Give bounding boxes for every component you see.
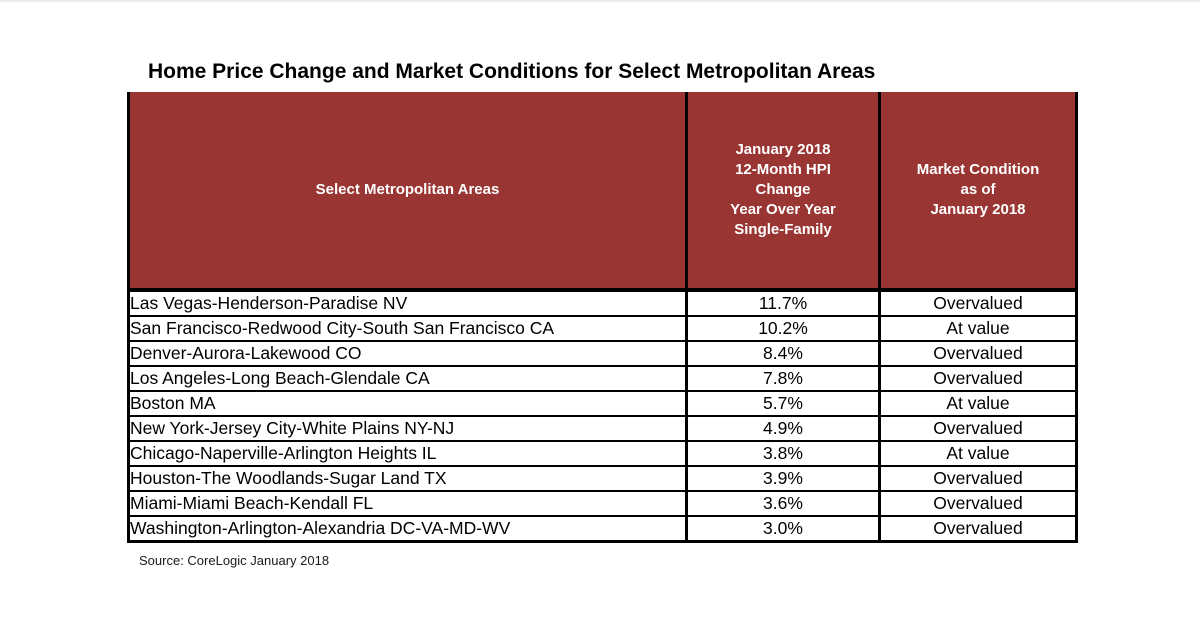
column-header-line: 12-Month HPI — [735, 161, 831, 178]
metro-cell: Chicago-Naperville-Arlington Heights IL — [128, 440, 687, 466]
metro-cell: Miami-Miami Beach-Kendall FL — [128, 490, 687, 516]
metro-cell: Washington-Arlington-Alexandria DC-VA-MD… — [128, 515, 687, 542]
column-header-line: Year Over Year — [730, 201, 836, 218]
hpi-change-cell: 5.7% — [685, 390, 880, 416]
market-condition-cell: Overvalued — [878, 515, 1077, 542]
metro-cell: Houston-The Woodlands-Sugar Land TX — [128, 465, 687, 491]
header-row: Select Metropolitan Areas January 2018 1… — [128, 92, 1077, 292]
market-condition-cell: Overvalued — [878, 465, 1077, 491]
table-row: New York-Jersey City-White Plains NY-NJ … — [128, 415, 1077, 441]
table-row: Boston MA 5.7% At value — [128, 390, 1077, 416]
table-row: Las Vegas-Henderson-Paradise NV 11.7% Ov… — [128, 290, 1077, 316]
metro-cell: San Francisco-Redwood City-South San Fra… — [128, 315, 687, 341]
metro-cell: Los Angeles-Long Beach-Glendale CA — [128, 365, 687, 391]
market-condition-cell: Overvalued — [878, 415, 1077, 441]
column-header-line: January 2018 — [930, 201, 1026, 218]
hpi-change-cell: 11.7% — [685, 290, 880, 316]
table-row: Houston-The Woodlands-Sugar Land TX 3.9%… — [128, 465, 1077, 491]
table-body: Las Vegas-Henderson-Paradise NV 11.7% Ov… — [128, 290, 1077, 542]
market-condition-cell: Overvalued — [878, 365, 1077, 391]
table-row: Miami-Miami Beach-Kendall FL 3.6% Overva… — [128, 490, 1077, 516]
hpi-change-cell: 3.6% — [685, 490, 880, 516]
market-condition-cell: At value — [878, 440, 1077, 466]
market-condition-cell: Overvalued — [878, 290, 1077, 316]
column-header-line: Change — [755, 181, 811, 198]
column-header-line: January 2018 — [735, 141, 831, 158]
table-row: Denver-Aurora-Lakewood CO 8.4% Overvalue… — [128, 340, 1077, 366]
column-header-line: Select Metropolitan Areas — [315, 181, 500, 198]
hpi-change-cell: 3.0% — [685, 515, 880, 542]
column-header-hpi-change: January 2018 12-Month HPI Change Year Ov… — [685, 92, 880, 292]
metro-cell: Las Vegas-Henderson-Paradise NV — [128, 290, 687, 316]
market-condition-cell: Overvalued — [878, 490, 1077, 516]
hpi-change-cell: 4.9% — [685, 415, 880, 441]
metro-hpi-table: Select Metropolitan Areas January 2018 1… — [127, 92, 1078, 543]
column-header-line: Single-Family — [734, 221, 832, 238]
table-row: Los Angeles-Long Beach-Glendale CA 7.8% … — [128, 365, 1077, 391]
table-header: Select Metropolitan Areas January 2018 1… — [128, 92, 1077, 292]
table-row: San Francisco-Redwood City-South San Fra… — [128, 315, 1077, 341]
column-header-metro-areas: Select Metropolitan Areas — [128, 92, 687, 292]
metro-cell: Boston MA — [128, 390, 687, 416]
metro-cell: New York-Jersey City-White Plains NY-NJ — [128, 415, 687, 441]
hpi-change-cell: 10.2% — [685, 315, 880, 341]
market-condition-cell: Overvalued — [878, 340, 1077, 366]
metro-cell: Denver-Aurora-Lakewood CO — [128, 340, 687, 366]
column-header-line: Market Condition — [916, 161, 1040, 178]
column-header-market-condition: Market Condition as of January 2018 — [878, 92, 1077, 292]
hpi-change-cell: 7.8% — [685, 365, 880, 391]
hpi-change-cell: 3.9% — [685, 465, 880, 491]
table-row: Chicago-Naperville-Arlington Heights IL … — [128, 440, 1077, 466]
table-row: Washington-Arlington-Alexandria DC-VA-MD… — [128, 515, 1077, 542]
hpi-change-cell: 8.4% — [685, 340, 880, 366]
source-note: Source: CoreLogic January 2018 — [139, 553, 330, 568]
market-condition-cell: At value — [878, 315, 1077, 341]
hpi-change-cell: 3.8% — [685, 440, 880, 466]
page-title: Home Price Change and Market Conditions … — [148, 60, 876, 83]
market-condition-cell: At value — [878, 390, 1077, 416]
column-header-line: as of — [960, 181, 996, 198]
